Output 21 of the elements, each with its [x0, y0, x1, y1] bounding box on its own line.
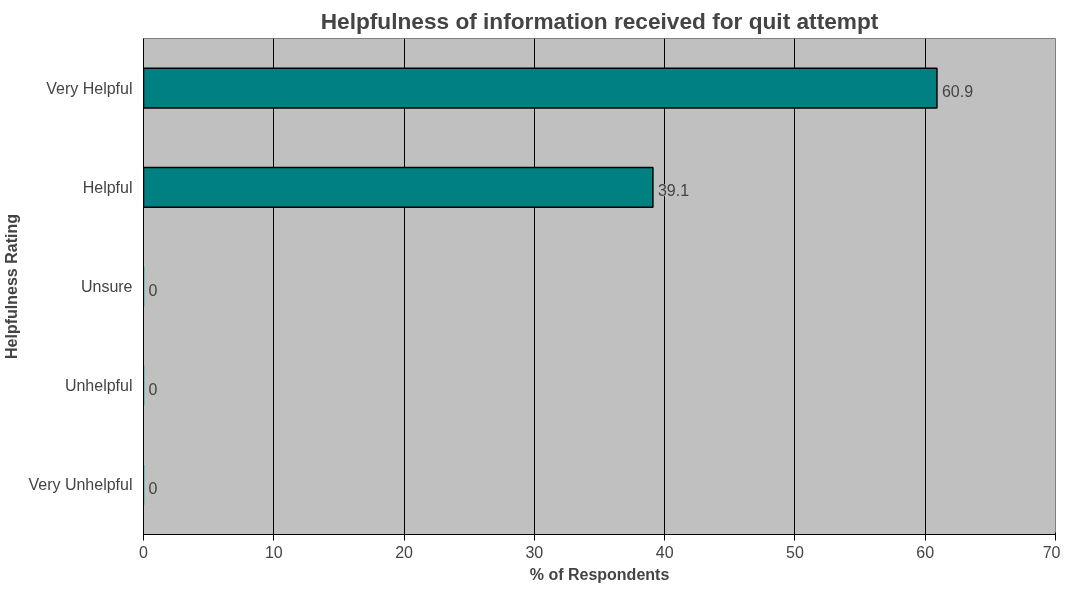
data-label: 0 [148, 281, 158, 299]
y-tick-label: Very Unhelpful [28, 476, 133, 494]
x-axis-title: % of Respondents [529, 565, 670, 583]
y-axis-title: Helpfulness Rating [3, 214, 21, 359]
data-label: 39.1 [657, 182, 690, 200]
data-label: 0 [148, 380, 158, 398]
x-tick-label: 0 [139, 543, 149, 561]
x-tick-label: 40 [655, 543, 674, 561]
y-tick-label: Very Helpful [46, 79, 133, 97]
x-tick-label: 60 [916, 543, 935, 561]
y-tick-label: Unhelpful [64, 377, 133, 395]
x-tick-label: 20 [395, 543, 414, 561]
y-tick-label: Unsure [80, 278, 133, 295]
x-tick-label: 70 [1042, 543, 1061, 561]
data-label: 60.9 [941, 83, 974, 101]
x-tick-label: 30 [525, 543, 544, 561]
y-tick-label: Helpful [82, 178, 133, 196]
data-label: 0 [148, 479, 158, 497]
x-tick-label: 10 [264, 543, 283, 561]
x-tick-label: 50 [786, 543, 804, 561]
chart-title: Helpfulness of information received for quit attempt [320, 7, 879, 34]
